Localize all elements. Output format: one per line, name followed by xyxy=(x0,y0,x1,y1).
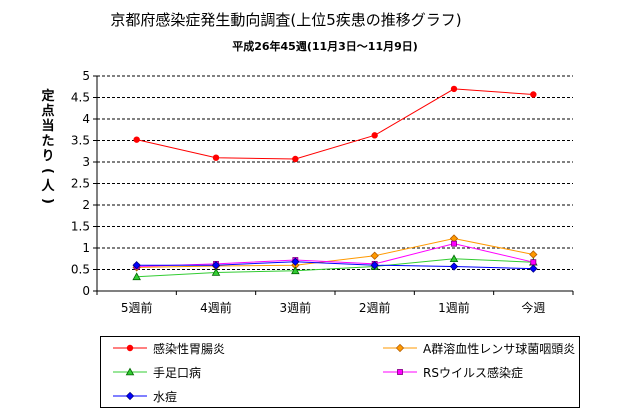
data-point xyxy=(450,85,458,93)
legend-label: 手足口病 xyxy=(153,365,202,380)
data-point xyxy=(370,251,379,260)
data-point xyxy=(530,91,537,98)
data-point xyxy=(370,261,379,270)
legend-marker xyxy=(125,391,135,401)
legend-item-rsv: RSウイルス感染症 xyxy=(381,363,523,381)
y-tick-label: 0 xyxy=(82,284,90,298)
legend-symbol xyxy=(113,344,147,352)
chart-canvas: 京都府感染症発生動向調査(上位5疾患の推移グラフ) 平成26年45週(11月3日… xyxy=(40,11,574,315)
legend-marker xyxy=(395,343,405,353)
x-tick-label: 2週前 xyxy=(359,300,391,315)
y-tick-label: 2.5 xyxy=(71,177,90,191)
legend-symbol xyxy=(113,367,147,376)
x-tick-label: 3週前 xyxy=(280,300,312,315)
x-tick-label: 今週 xyxy=(521,300,545,315)
x-tick-label: 4週前 xyxy=(200,300,232,315)
data-point xyxy=(291,257,300,266)
legend: 感染性胃腸炎 A群溶血性レンサ球菌咽頭炎 手足口病 RSウイルス感染症 水痘 xyxy=(100,336,580,408)
chart-title: 京都府感染症発生動向調査(上位5疾患の推移グラフ) xyxy=(110,11,461,29)
data-point xyxy=(529,264,538,273)
legend-item-infectious-gastroenteritis: 感染性胃腸炎 xyxy=(111,339,225,357)
y-tick-label: 2 xyxy=(82,198,90,212)
data-point xyxy=(530,259,537,266)
y-label-char: 人 xyxy=(41,178,55,194)
y-tick-label: 3.5 xyxy=(71,134,90,148)
data-point xyxy=(291,266,300,275)
y-tick-label: 4 xyxy=(82,112,90,126)
legend-label: 水痘 xyxy=(153,389,178,404)
y-label-char: 点 xyxy=(41,103,54,119)
data-point xyxy=(211,268,221,276)
legend-symbol xyxy=(383,343,417,353)
legend-label: A群溶血性レンサ球菌咽頭炎 xyxy=(423,341,576,356)
legend-symbol xyxy=(383,369,417,375)
legend-label: RSウイルス感染症 xyxy=(423,365,523,380)
data-point xyxy=(371,132,378,139)
y-tick-label: 5 xyxy=(82,69,90,83)
y-label-char: 当 xyxy=(41,118,54,134)
data-point xyxy=(449,262,459,271)
legend-symbol xyxy=(113,391,147,401)
chart-subtitle: 平成26年45週(11月3日〜11月9日) xyxy=(232,39,418,53)
y-tick-label: 0.5 xyxy=(71,263,90,277)
series-line-3 xyxy=(136,243,534,267)
y-label-char: た xyxy=(41,134,54,149)
legend-marker xyxy=(126,344,134,352)
legend-item-varicella: 水痘 xyxy=(111,387,177,405)
x-tick-label: 5週前 xyxy=(121,300,153,315)
y-label-char: ( xyxy=(40,168,55,174)
y-label-char: り xyxy=(41,149,54,164)
series-line-4 xyxy=(136,261,534,270)
data-point xyxy=(292,155,299,163)
data-point xyxy=(132,272,141,281)
x-tick-label: 1週前 xyxy=(438,300,470,315)
series-line-1 xyxy=(136,238,534,268)
y-label-char: ) xyxy=(40,198,55,204)
legend-marker xyxy=(397,369,403,375)
x-axis: 5週前 4週前 3週前 2週前 1週前 今週 xyxy=(96,291,574,315)
series-line-2 xyxy=(136,258,534,278)
data-point xyxy=(529,250,538,259)
data-point xyxy=(133,136,140,143)
y-tick-label: 1.5 xyxy=(71,220,90,234)
data-point xyxy=(449,254,459,263)
y-axis: 0 0.5 1 1.5 2 2.5 3 3.5 4 4.5 5 xyxy=(71,69,97,298)
grid-lines xyxy=(96,75,573,292)
y-tick-label: 1 xyxy=(82,241,90,255)
legend-item-strep-pharyngitis: A群溶血性レンサ球菌咽頭炎 xyxy=(381,339,575,357)
legend-label: 感染性胃腸炎 xyxy=(153,341,226,356)
legend-item-hand-foot-mouth: 手足口病 xyxy=(111,363,201,381)
legend-marker xyxy=(125,367,135,376)
data-point xyxy=(212,154,220,161)
y-tick-label: 3 xyxy=(82,155,90,169)
data-point xyxy=(211,261,221,270)
y-tick-label: 4.5 xyxy=(71,91,90,105)
series-line-0 xyxy=(136,88,534,160)
data-point xyxy=(132,261,141,270)
data-point xyxy=(451,240,457,247)
y-label-char: 定 xyxy=(40,88,54,104)
series-group xyxy=(132,85,538,281)
